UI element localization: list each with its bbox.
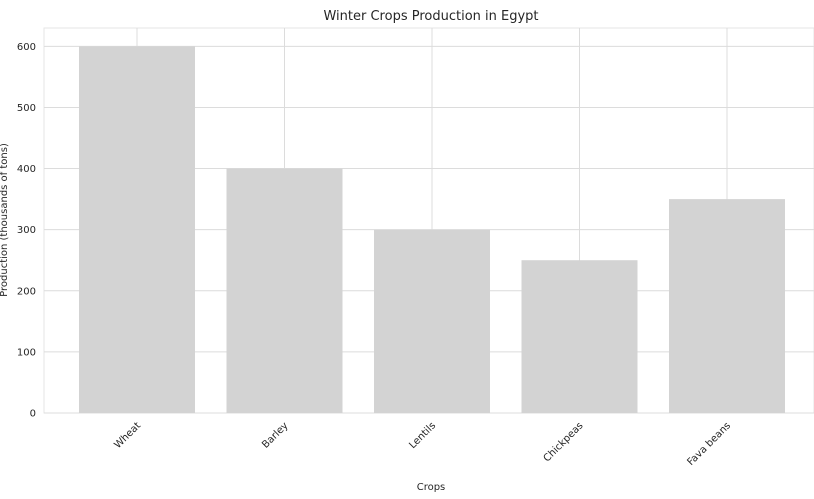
bar-wheat xyxy=(79,46,195,413)
x-tick-label: Wheat xyxy=(112,420,143,451)
bar-barley xyxy=(226,168,343,413)
y-axis-ticks: 0 100 200 300 400 500 600 xyxy=(17,42,36,420)
y-tick-label: 400 xyxy=(17,164,36,175)
plot-area xyxy=(43,27,814,414)
bar-chickpeas xyxy=(521,260,638,413)
y-axis-label: Production (thousands of tons) xyxy=(0,143,10,297)
x-tick-label: Fava beans xyxy=(685,420,733,468)
y-tick-label: 600 xyxy=(17,42,36,53)
x-tick-label: Lentils xyxy=(407,420,438,451)
bars xyxy=(79,46,785,413)
x-tick-label: Barley xyxy=(260,420,290,450)
y-tick-label: 100 xyxy=(17,347,36,358)
x-axis-ticks: Wheat Barley Lentils Chickpeas Fava beans xyxy=(112,420,733,468)
y-tick-label: 0 xyxy=(30,409,36,420)
bar-fava-beans xyxy=(669,199,785,413)
bar-lentils xyxy=(374,229,490,413)
x-axis-label: Crops xyxy=(417,482,446,493)
y-tick-label: 300 xyxy=(17,225,36,236)
x-tick-label: Chickpeas xyxy=(542,420,586,464)
y-tick-label: 200 xyxy=(17,286,36,297)
y-tick-label: 500 xyxy=(17,103,36,114)
chart-title: Winter Crops Production in Egypt xyxy=(323,9,538,24)
